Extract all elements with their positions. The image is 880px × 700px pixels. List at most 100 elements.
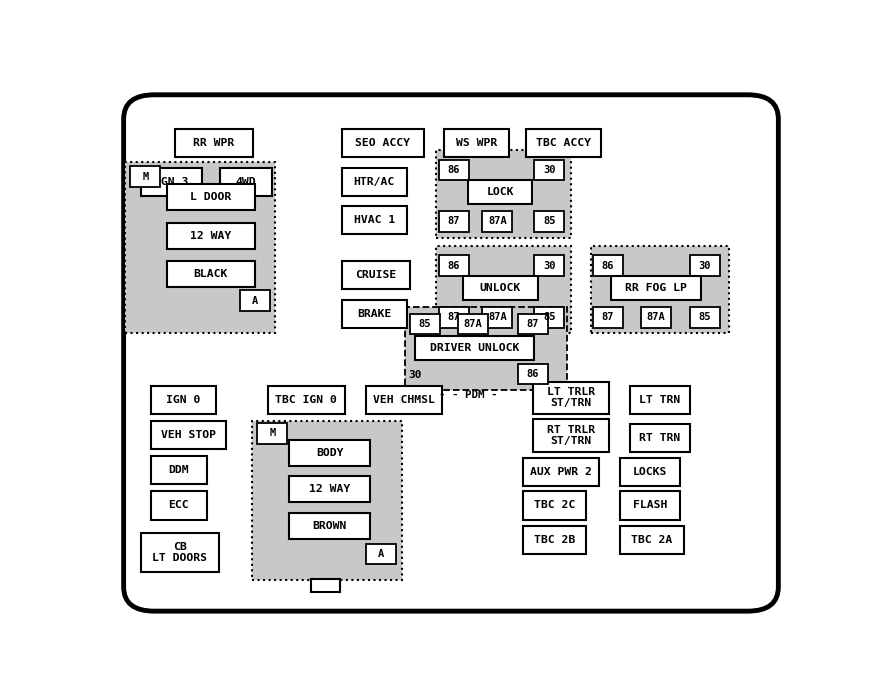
Bar — [239, 290, 269, 311]
Text: 87A: 87A — [646, 312, 665, 323]
Bar — [342, 261, 410, 289]
Text: SEO ACCY: SEO ACCY — [356, 138, 410, 148]
Bar — [125, 162, 275, 333]
Bar — [534, 307, 564, 328]
Text: LOCKS: LOCKS — [633, 466, 667, 477]
Bar — [439, 160, 469, 181]
Bar — [523, 458, 599, 486]
Bar — [268, 386, 345, 414]
Bar — [463, 276, 538, 300]
Bar — [290, 440, 370, 466]
Text: AUX PWR 2: AUX PWR 2 — [530, 466, 591, 477]
Text: 85: 85 — [419, 319, 431, 329]
Bar — [312, 579, 340, 592]
FancyBboxPatch shape — [123, 94, 779, 611]
Bar — [593, 307, 623, 328]
Bar — [167, 184, 254, 210]
Text: 85: 85 — [543, 312, 555, 323]
Bar — [534, 256, 564, 276]
Text: BLACK: BLACK — [194, 269, 228, 279]
Text: 87: 87 — [526, 319, 539, 329]
Text: RT TRLR
ST/TRN: RT TRLR ST/TRN — [547, 425, 595, 446]
Text: IGN 3: IGN 3 — [154, 177, 188, 187]
Text: 87A: 87A — [464, 319, 482, 329]
Bar — [482, 211, 512, 232]
Bar — [523, 491, 586, 519]
Bar — [439, 307, 469, 328]
Text: CRUISE: CRUISE — [356, 270, 397, 280]
Bar — [342, 206, 407, 234]
Bar — [641, 307, 671, 328]
Text: CB
LT DOORS: CB LT DOORS — [152, 542, 208, 564]
Text: LT TRN: LT TRN — [639, 395, 680, 405]
Bar — [221, 168, 272, 196]
Text: RR WPR: RR WPR — [194, 138, 235, 148]
Text: BROWN: BROWN — [312, 521, 347, 531]
Bar — [611, 276, 700, 300]
Text: L DOOR: L DOOR — [190, 193, 231, 202]
Text: BRAKE: BRAKE — [357, 309, 392, 318]
Text: IGN 0: IGN 0 — [166, 395, 201, 405]
Bar — [439, 256, 469, 276]
Text: 12 WAY: 12 WAY — [190, 231, 231, 241]
Text: UNLOCK: UNLOCK — [480, 283, 521, 293]
Text: 86: 86 — [447, 260, 460, 271]
Text: TBC 2A: TBC 2A — [631, 535, 672, 545]
Text: HTR/AC: HTR/AC — [354, 177, 395, 187]
Bar — [130, 167, 160, 187]
Bar — [620, 458, 680, 486]
Text: 30: 30 — [543, 165, 555, 175]
Bar — [630, 424, 690, 452]
Bar — [410, 314, 440, 334]
Bar — [620, 491, 680, 519]
Bar — [366, 544, 396, 564]
Text: TBC IGN 0: TBC IGN 0 — [275, 395, 337, 405]
Bar — [690, 256, 720, 276]
Bar — [444, 129, 509, 157]
Bar — [690, 307, 720, 328]
Bar — [534, 211, 564, 232]
Text: RT TRN: RT TRN — [639, 433, 680, 442]
Text: VEH STOP: VEH STOP — [161, 430, 216, 440]
Text: A: A — [378, 549, 385, 559]
Bar — [517, 364, 548, 384]
Text: DDM: DDM — [169, 465, 189, 475]
Bar — [467, 180, 532, 204]
Text: M: M — [269, 428, 275, 438]
Text: WS WPR: WS WPR — [456, 138, 497, 148]
Bar — [252, 421, 402, 580]
Bar — [436, 246, 571, 333]
Text: - - PDM -: - - PDM - — [439, 390, 497, 400]
Text: FLASH: FLASH — [633, 500, 667, 510]
Text: 87A: 87A — [488, 312, 507, 323]
Bar — [175, 129, 253, 157]
Bar — [257, 423, 288, 444]
Bar — [141, 533, 219, 572]
Bar — [590, 246, 729, 333]
Text: 12 WAY: 12 WAY — [309, 484, 350, 494]
Bar — [151, 421, 226, 449]
Text: 85: 85 — [699, 312, 711, 323]
Bar — [517, 314, 548, 334]
Bar — [526, 129, 601, 157]
Text: 86: 86 — [526, 369, 539, 379]
Text: M: M — [143, 172, 149, 182]
Bar — [593, 256, 623, 276]
Bar — [414, 336, 534, 360]
Bar — [290, 477, 370, 503]
Text: TBC 2C: TBC 2C — [533, 500, 575, 510]
Text: 87: 87 — [447, 312, 460, 323]
Text: 4WD: 4WD — [236, 177, 256, 187]
Bar — [458, 314, 488, 334]
Bar — [167, 261, 254, 287]
Text: 30: 30 — [699, 260, 711, 271]
Bar — [342, 168, 407, 196]
Bar — [533, 382, 609, 414]
Text: 87A: 87A — [488, 216, 507, 226]
Text: 85: 85 — [543, 216, 555, 226]
Text: ECC: ECC — [169, 500, 189, 510]
Text: 86: 86 — [602, 260, 614, 271]
Bar — [290, 513, 370, 539]
Text: RR FOG LP: RR FOG LP — [625, 283, 686, 293]
Bar — [534, 160, 564, 181]
